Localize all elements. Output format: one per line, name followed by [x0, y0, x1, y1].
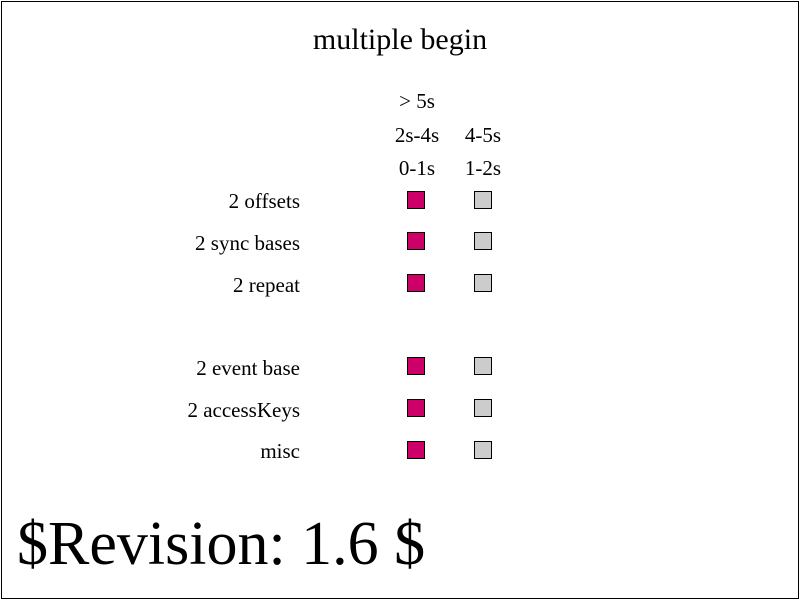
col-header-left-0: > 5s	[399, 89, 435, 113]
col-header-right-1: 1-2s	[464, 156, 502, 180]
col-header-left-1: 2s-4s	[394, 123, 440, 147]
status-box-event-base-left	[407, 357, 425, 375]
row-label-offsets: 2 offsets	[228, 189, 300, 213]
row-label-accesskeys: 2 accessKeys	[187, 398, 300, 422]
col-header-right-0: 4-5s	[464, 123, 502, 147]
page-title: multiple begin	[312, 23, 488, 56]
row-label-sync-bases: 2 sync bases	[195, 231, 300, 255]
status-box-event-base-right	[474, 357, 492, 375]
status-box-sync-bases-left	[407, 232, 425, 250]
status-box-repeat-right	[474, 274, 492, 292]
status-box-misc-left	[407, 441, 425, 459]
status-box-accesskeys-right	[474, 399, 492, 417]
status-box-offsets-right	[474, 191, 492, 209]
status-box-offsets-left	[407, 191, 425, 209]
status-box-misc-right	[474, 441, 492, 459]
revision-label: $Revision: 1.6 $	[17, 510, 426, 578]
status-box-sync-bases-right	[474, 232, 492, 250]
row-label-repeat: 2 repeat	[232, 273, 300, 297]
col-header-left-2: 0-1s	[398, 156, 436, 180]
status-box-accesskeys-left	[407, 399, 425, 417]
row-label-misc: misc	[260, 439, 300, 463]
row-label-event-base: 2 event base	[196, 356, 300, 380]
status-box-repeat-left	[407, 274, 425, 292]
